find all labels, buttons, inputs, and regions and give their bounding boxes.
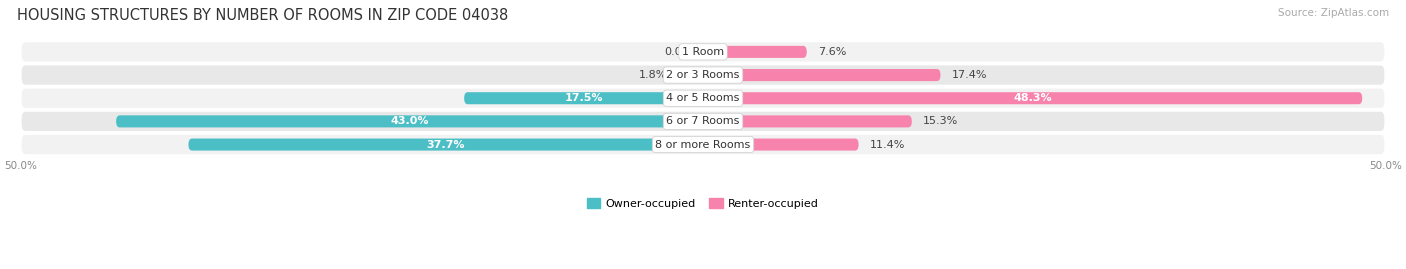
- FancyBboxPatch shape: [703, 139, 859, 151]
- Text: 6 or 7 Rooms: 6 or 7 Rooms: [666, 116, 740, 126]
- Text: 1.8%: 1.8%: [640, 70, 668, 80]
- FancyBboxPatch shape: [21, 134, 1385, 155]
- FancyBboxPatch shape: [21, 88, 1385, 109]
- FancyBboxPatch shape: [117, 115, 703, 128]
- Text: 37.7%: 37.7%: [426, 140, 465, 150]
- Text: 7.6%: 7.6%: [818, 47, 846, 57]
- FancyBboxPatch shape: [703, 69, 941, 81]
- FancyBboxPatch shape: [21, 41, 1385, 62]
- Text: 0.0%: 0.0%: [664, 47, 692, 57]
- Text: 1 Room: 1 Room: [682, 47, 724, 57]
- Legend: Owner-occupied, Renter-occupied: Owner-occupied, Renter-occupied: [582, 194, 824, 213]
- FancyBboxPatch shape: [703, 92, 1362, 104]
- Text: 11.4%: 11.4%: [869, 140, 905, 150]
- Text: 43.0%: 43.0%: [391, 116, 429, 126]
- FancyBboxPatch shape: [703, 115, 912, 128]
- Text: Source: ZipAtlas.com: Source: ZipAtlas.com: [1278, 8, 1389, 18]
- FancyBboxPatch shape: [188, 139, 703, 151]
- Text: 48.3%: 48.3%: [1014, 93, 1052, 103]
- Text: HOUSING STRUCTURES BY NUMBER OF ROOMS IN ZIP CODE 04038: HOUSING STRUCTURES BY NUMBER OF ROOMS IN…: [17, 8, 508, 23]
- Text: 17.4%: 17.4%: [952, 70, 987, 80]
- FancyBboxPatch shape: [21, 64, 1385, 86]
- FancyBboxPatch shape: [464, 92, 703, 104]
- FancyBboxPatch shape: [679, 69, 703, 81]
- FancyBboxPatch shape: [21, 111, 1385, 132]
- Text: 8 or more Rooms: 8 or more Rooms: [655, 140, 751, 150]
- FancyBboxPatch shape: [703, 46, 807, 58]
- Text: 15.3%: 15.3%: [922, 116, 957, 126]
- Text: 17.5%: 17.5%: [564, 93, 603, 103]
- Text: 2 or 3 Rooms: 2 or 3 Rooms: [666, 70, 740, 80]
- Text: 4 or 5 Rooms: 4 or 5 Rooms: [666, 93, 740, 103]
